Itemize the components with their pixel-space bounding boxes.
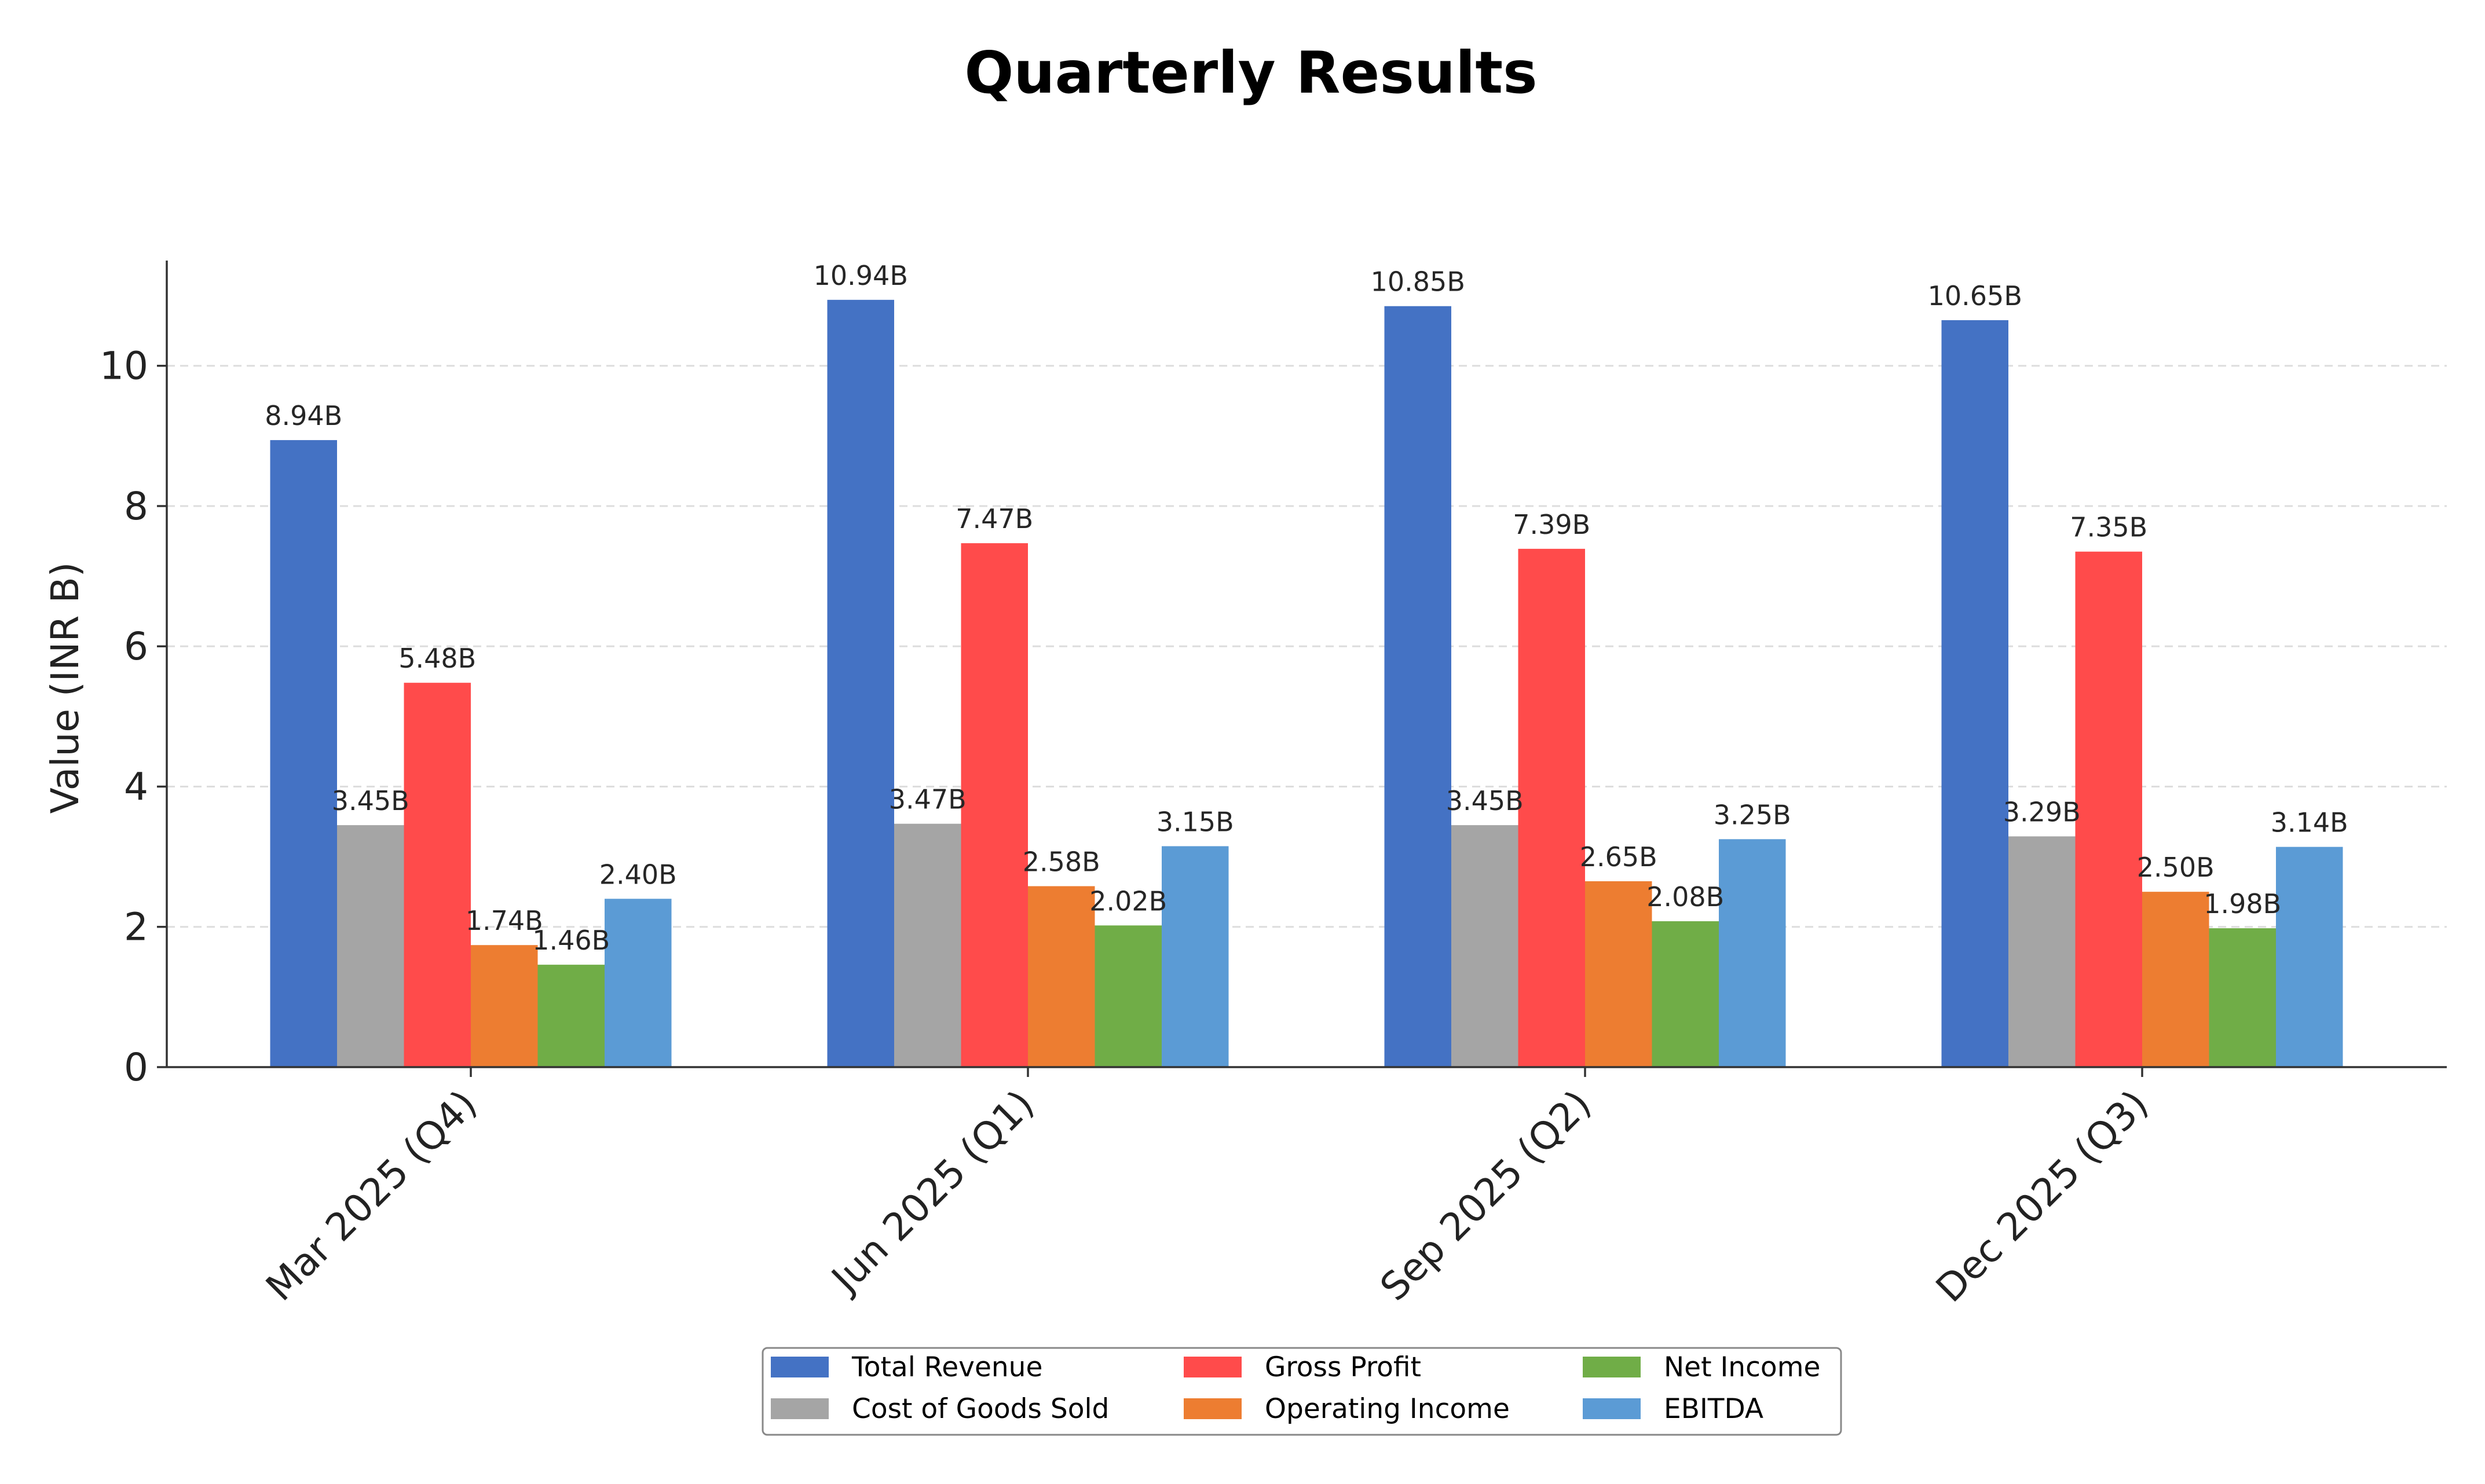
data-label: 3.29B — [2003, 796, 2081, 827]
legend: Total Revenue Cost of Goods Sold Gross Pro… — [762, 1347, 1842, 1436]
bars — [270, 299, 2343, 1068]
legend-label: EBITDA — [1664, 1393, 1763, 1425]
bar — [1162, 846, 1229, 1067]
y-tick-label: 2 — [124, 905, 148, 950]
y-tick-label: 0 — [124, 1045, 148, 1090]
y-tick-label: 10 — [100, 344, 148, 389]
bar — [404, 683, 471, 1067]
bar — [1719, 839, 1786, 1067]
x-tick-label: Jun 2025 (Q1) — [822, 1082, 1042, 1302]
bar — [2276, 847, 2343, 1067]
bar — [1518, 548, 1585, 1067]
legend-label: Total Revenue — [851, 1351, 1042, 1383]
legend-swatch — [1184, 1398, 1242, 1419]
data-label: 7.39B — [1513, 509, 1590, 540]
bar — [894, 823, 961, 1067]
legend-box — [762, 1347, 1842, 1436]
data-label: 10.85B — [1371, 266, 1465, 298]
legend-label: Net Income — [1664, 1351, 1820, 1383]
data-label: 2.40B — [599, 859, 677, 890]
x-tick-label: Sep 2025 (Q2) — [1372, 1082, 1600, 1310]
data-label: 10.94B — [814, 260, 908, 291]
bar — [1652, 921, 1719, 1067]
data-label: 8.94B — [265, 400, 342, 431]
chart-title: Quarterly Results — [964, 39, 1537, 107]
bar — [1384, 306, 1451, 1067]
bar — [537, 965, 605, 1067]
legend-label: Gross Profit — [1265, 1351, 1421, 1383]
y-tick-label: 8 — [124, 484, 148, 529]
bar — [2008, 836, 2076, 1067]
data-label: 3.14B — [2271, 807, 2348, 838]
legend-swatch — [1583, 1357, 1641, 1377]
bar — [827, 299, 894, 1068]
bar — [471, 945, 538, 1067]
x-tick-label: Dec 2025 (Q3) — [1927, 1082, 2157, 1311]
data-label: 1.46B — [532, 925, 610, 956]
bar — [337, 825, 404, 1067]
data-labels: 8.94B 10.94B 10.85B 10.65B 3.45B 3.47B 3.45B 3.… — [265, 260, 2348, 956]
data-label: 2.02B — [1089, 885, 1167, 917]
bar — [605, 899, 672, 1067]
bar — [1451, 825, 1518, 1067]
bar — [1095, 925, 1162, 1067]
gridlines — [167, 365, 2447, 928]
legend-swatch — [1583, 1398, 1641, 1419]
data-label: 3.45B — [1446, 785, 1524, 816]
legend-label: Cost of Goods Sold — [852, 1393, 1109, 1425]
data-label: 7.35B — [2070, 512, 2147, 543]
legend-swatch — [771, 1357, 829, 1377]
data-label: 3.45B — [332, 785, 409, 816]
data-label: 1.74B — [466, 905, 543, 936]
bar — [2075, 551, 2142, 1067]
legend-swatch — [1184, 1357, 1242, 1377]
data-label: 2.50B — [2137, 852, 2215, 883]
y-tick-label: 6 — [124, 624, 148, 669]
data-label: 1.98B — [2204, 888, 2281, 919]
data-label: 2.08B — [1646, 881, 1724, 913]
bar — [961, 543, 1028, 1067]
legend-swatch — [771, 1398, 829, 1419]
data-label: 2.65B — [1580, 841, 1657, 873]
bar — [270, 440, 337, 1067]
x-tick-label: Mar 2025 (Q4) — [258, 1082, 486, 1310]
bar — [2209, 928, 2276, 1067]
bar — [1941, 320, 2008, 1067]
data-label: 5.48B — [398, 643, 476, 674]
y-axis-label: Value (INR B) — [43, 562, 87, 814]
bar — [2142, 892, 2209, 1067]
data-label: 7.47B — [956, 503, 1033, 534]
y-tick-label: 4 — [124, 764, 148, 809]
data-label: 3.25B — [1714, 799, 1791, 830]
data-label: 3.47B — [889, 784, 967, 815]
legend-label: Operating Income — [1265, 1393, 1510, 1425]
data-label: 10.65B — [1928, 280, 2022, 312]
bar — [1028, 886, 1095, 1067]
data-label: 3.15B — [1157, 806, 1234, 837]
bar — [1585, 881, 1652, 1067]
data-label: 2.58B — [1023, 846, 1100, 877]
